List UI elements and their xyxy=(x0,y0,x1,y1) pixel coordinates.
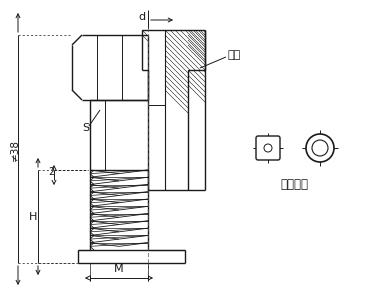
Circle shape xyxy=(264,144,272,152)
Circle shape xyxy=(306,134,334,162)
Text: d: d xyxy=(138,12,145,22)
Circle shape xyxy=(312,140,328,156)
FancyBboxPatch shape xyxy=(256,136,280,160)
Text: H: H xyxy=(29,211,37,222)
Text: 卡套: 卡套 xyxy=(228,50,241,60)
Text: M: M xyxy=(114,264,124,274)
Text: ≠38: ≠38 xyxy=(10,139,20,161)
Text: S: S xyxy=(82,123,89,133)
Text: 2: 2 xyxy=(48,167,54,177)
Text: 固定卡套: 固定卡套 xyxy=(280,179,308,191)
